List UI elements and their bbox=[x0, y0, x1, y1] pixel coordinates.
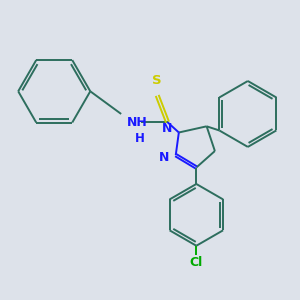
Text: NH: NH bbox=[127, 116, 148, 129]
Text: Cl: Cl bbox=[190, 256, 203, 269]
Text: N: N bbox=[162, 122, 173, 135]
Text: N: N bbox=[159, 151, 170, 164]
Text: S: S bbox=[152, 74, 162, 87]
Text: H: H bbox=[135, 133, 144, 146]
